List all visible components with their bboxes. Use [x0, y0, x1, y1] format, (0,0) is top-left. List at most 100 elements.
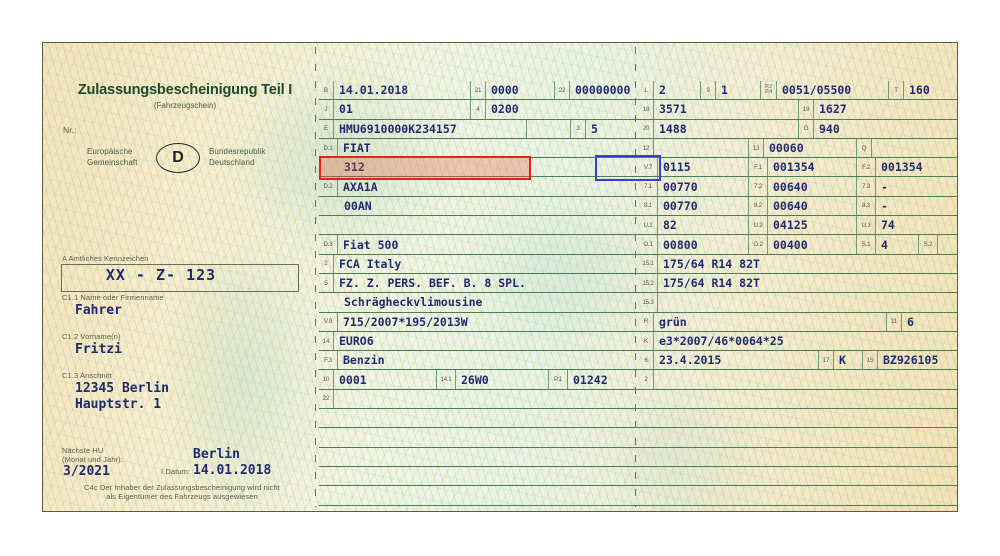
field-value[interactable]: K [839, 353, 846, 368]
field-value[interactable]: 00640 [773, 198, 808, 213]
grid-top-spacer [639, 43, 957, 81]
field-value[interactable]: 3571 [659, 102, 687, 117]
perforation-line-right [635, 47, 636, 507]
field-value[interactable]: 00400 [773, 237, 808, 252]
field-value[interactable]: - [881, 179, 888, 194]
field-value[interactable]: grün [659, 314, 687, 329]
field-value[interactable]: 2 [659, 83, 666, 98]
field-code: 7.3 [857, 177, 876, 196]
field-cell: 15 BZ926105 [863, 351, 957, 370]
field-value[interactable]: 160 [909, 83, 930, 98]
field-value[interactable]: 1488 [659, 121, 687, 136]
field-value[interactable]: 04125 [773, 218, 808, 233]
field-value[interactable]: 5 [591, 121, 598, 136]
field-code: G [799, 119, 814, 138]
field-value[interactable]: 14.01.2018 [339, 83, 409, 98]
field-value[interactable]: 00AN [344, 198, 372, 213]
field-code: 15.3 [639, 293, 658, 312]
field-code: D.2 [319, 177, 338, 196]
anschrift-line1: 12345 Berlin [75, 381, 169, 396]
field-value[interactable]: 01 [339, 102, 353, 117]
field-cell: O.1 00800 [639, 235, 749, 254]
field-row: 22 [319, 389, 639, 410]
field-value[interactable]: 00770 [663, 179, 698, 194]
page-subtitle: (Fahrzeugschein) [153, 101, 217, 110]
field-value[interactable]: 0051/05500 [782, 83, 852, 98]
field-value[interactable]: 23.4.2015 [659, 353, 722, 368]
field-row [319, 216, 639, 236]
field-row: 312 [319, 158, 639, 178]
field-cell: B 14.01.2018 [319, 81, 471, 100]
field-value[interactable]: 1 [721, 83, 728, 98]
field-value[interactable]: 00770 [663, 198, 698, 213]
field-value[interactable]: AXA1A [343, 179, 378, 194]
field-code: 11 [887, 312, 902, 331]
field-value[interactable]: 00640 [773, 179, 808, 194]
middle-column: B 14.01.2018 21 0000 22 00000000 J 01 4 0200 E HMU6… [319, 43, 639, 511]
field-value[interactable]: FIAT [343, 141, 371, 156]
vehicle-registration-document: Zulassungsbescheinigung Teil I (Fahrzeug… [42, 42, 958, 512]
field-row: U.1 82 U.2 04125 U.3 74 [639, 216, 957, 236]
field-row: 15.2 175/64 R14 82T [639, 273, 957, 294]
field-value[interactable]: 0001 [339, 372, 367, 387]
field-code: 8.2 [749, 196, 768, 216]
field-code: 22 [555, 81, 570, 100]
field-value[interactable]: EURO6 [339, 334, 374, 348]
empty-row [319, 486, 639, 506]
left-panel: Zulassungsbescheinigung Teil I (Fahrzeug… [43, 43, 319, 511]
field-value[interactable]: 82 [663, 218, 677, 233]
field-row: 12 13 00060 Q [639, 138, 957, 159]
field-cell: S.1 4 [857, 235, 919, 254]
datum-label: I Datum: [161, 467, 191, 476]
field-value[interactable]: 940 [819, 121, 840, 136]
field-value[interactable]: 00000000 [575, 83, 631, 98]
kennzeichen-value: XX - Z- 123 [105, 266, 217, 284]
field-value[interactable]: Benzin [343, 353, 385, 368]
field-value[interactable]: 1627 [819, 102, 847, 117]
field-value[interactable]: 6 [907, 314, 914, 329]
field-value[interactable]: 0000 [491, 83, 519, 98]
field-value[interactable]: BZ926105 [883, 353, 939, 368]
european-community-label: Europäische Gemeinschaft [87, 147, 138, 167]
field-value[interactable]: 175/64 R14 82T [663, 256, 760, 271]
field-value[interactable]: 715/2007*195/2013W [343, 314, 468, 329]
field-value[interactable]: 175/64 R14 82T [663, 276, 760, 291]
field-cell: 7.3- [857, 177, 957, 196]
empty-row [639, 409, 957, 429]
field-cell: 4 0200 [471, 100, 639, 119]
field-value[interactable]: 312 [344, 160, 365, 175]
field-value[interactable]: e3*2007/46*0064*25 [659, 334, 784, 348]
field-row: 2 FCA Italy [319, 254, 639, 274]
field-value[interactable]: 01242 [573, 372, 608, 387]
datum-value: 14.01.2018 [193, 463, 272, 478]
field-value[interactable]: FCA Italy [339, 256, 402, 271]
field-value[interactable]: - [881, 198, 888, 213]
field-value[interactable]: Schrägheckvlimousine [344, 295, 483, 310]
field-value[interactable]: 74 [881, 218, 895, 233]
field-value[interactable]: 26W0 [461, 372, 489, 387]
field-value[interactable]: 4 [881, 237, 888, 252]
field-code: 13 [749, 138, 764, 158]
name-value: Fahrer [75, 303, 122, 318]
field-cell: 18 3571 [639, 100, 799, 119]
field-value[interactable]: 0115 [663, 160, 691, 175]
field-value[interactable]: Fiat 500 [343, 237, 399, 252]
field-code: 8.1 [639, 196, 658, 216]
field-code: U.1 [639, 216, 658, 235]
field-value[interactable]: 00060 [769, 141, 804, 156]
field-code: S.1 [857, 235, 876, 254]
field-value[interactable]: HMU6910000K234157 [339, 121, 457, 136]
field-value[interactable]: 001354 [773, 160, 815, 175]
field-code [319, 293, 339, 311]
field-code: 14 [319, 331, 334, 351]
field-value[interactable]: 0200 [491, 102, 519, 117]
field-code: 5 [319, 273, 334, 293]
field-value[interactable]: 00800 [663, 237, 698, 252]
kennzeichen-label: A Amtliches Kennzeichen [62, 254, 149, 263]
field-cell: Q [857, 138, 957, 158]
field-cell: F.2 001354 [857, 158, 957, 177]
field-value[interactable]: FZ. Z. PERS. BEF. B. 8 SPL. [339, 276, 526, 291]
field-value[interactable]: 001354 [881, 160, 923, 175]
